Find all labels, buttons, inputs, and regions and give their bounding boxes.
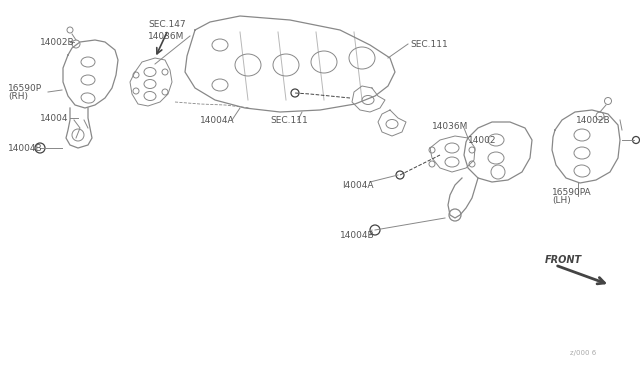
Text: 14002: 14002 [468, 135, 497, 144]
Text: 14036M: 14036M [432, 122, 468, 131]
Text: 14004B: 14004B [8, 144, 43, 153]
Text: 14004A: 14004A [200, 115, 235, 125]
Text: 14036M: 14036M [148, 32, 184, 41]
Text: z/000 6: z/000 6 [570, 350, 596, 356]
Text: 14002B: 14002B [576, 115, 611, 125]
Text: (RH): (RH) [8, 92, 28, 100]
Text: l4004A: l4004A [342, 180, 374, 189]
Text: SEC.111: SEC.111 [410, 39, 448, 48]
Text: 14004B: 14004B [340, 231, 374, 240]
Text: (LH): (LH) [552, 196, 571, 205]
Text: SEC.147: SEC.147 [148, 19, 186, 29]
Text: FRONT: FRONT [545, 255, 582, 265]
Text: SEC.111: SEC.111 [270, 115, 308, 125]
Text: 14004: 14004 [40, 113, 68, 122]
Text: 16590P: 16590P [8, 83, 42, 93]
Text: 14002B: 14002B [40, 38, 75, 46]
Text: 16590PA: 16590PA [552, 187, 591, 196]
